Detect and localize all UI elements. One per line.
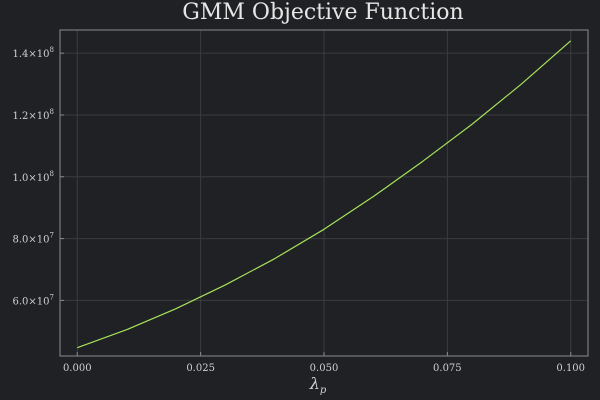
x-tick-label: 0.075 [433,363,462,374]
y-tick-mantissa: 8.0 [13,235,29,246]
series-line-0 [77,40,572,349]
chart-title: GMM Objective Function [182,0,463,25]
y-tick-mantissa: 6.0 [13,296,29,307]
y-tick-mantissa: 1.2 [13,111,29,122]
x-tick-label: 0.050 [310,363,339,374]
y-tick-exponent: 8 [50,108,54,116]
y-tick-label: 1.2×108 [13,108,54,122]
y-tick-mantissa: 1.0 [13,173,29,184]
x-tick-label: 0.025 [186,363,215,374]
y-tick-label: 1.0×108 [13,170,54,184]
grid [60,30,588,356]
y-tick-exponent: 7 [50,293,54,301]
y-tick-exponent: 8 [50,170,54,178]
x-tick-label: 0.100 [556,363,585,374]
x-tick-label: 0.000 [63,363,92,374]
x-axis-ticks: 0.000 0.025 0.050 0.075 0.100 [63,352,585,374]
x-axis-label-sub: p [320,385,327,396]
y-tick-times: ×10 [28,235,49,246]
x-axis-label-main: λ [309,374,320,393]
y-tick-label: 8.0×107 [13,232,54,246]
y-tick-label: 6.0×107 [13,293,54,307]
series-group [77,40,572,349]
y-tick-exponent: 8 [50,46,54,54]
y-tick-exponent: 7 [50,232,54,240]
y-tick-times: ×10 [28,173,49,184]
y-tick-times: ×10 [28,296,49,307]
x-axis-label: λp [309,374,327,396]
y-tick-times: ×10 [28,111,49,122]
y-tick-label: 1.4×108 [13,46,54,60]
y-tick-times: ×10 [28,49,49,60]
y-tick-mantissa: 1.4 [13,49,29,60]
